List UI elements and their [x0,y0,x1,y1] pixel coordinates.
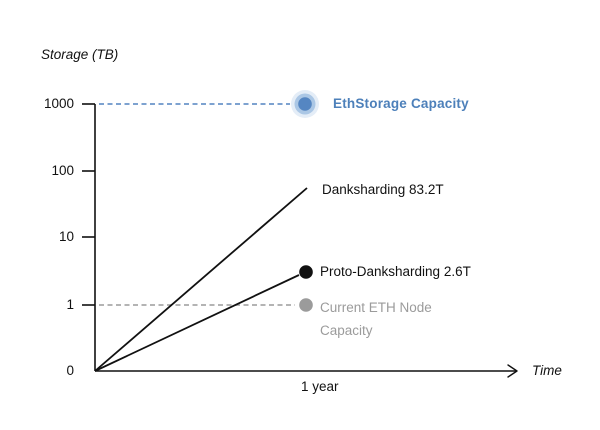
ethstorage-glow-dot [291,90,319,118]
current-eth-label: Current ETH Node Capacity [320,296,450,342]
proto-danksharding-label: Proto-Danksharding 2.6T [320,264,471,279]
current-eth-dot [299,298,313,312]
danksharding-label: Danksharding 83.2T [322,182,444,197]
y-tick-1: 1 [66,297,74,312]
proto-danksharding-dot [299,265,313,279]
y-tick-1000: 1000 [43,96,74,111]
current-eth-label-line1: Current ETH Node [320,300,432,315]
danksharding-line [94,187,308,372]
y-tick-0: 0 [66,363,74,378]
y-tick-10: 10 [58,229,74,244]
ethstorage-label: EthStorage Capacity [333,96,469,111]
x-axis-title: Time [532,363,562,378]
proto-danksharding-line [94,274,300,372]
glow-core [298,97,312,111]
current-eth-label-line2: Capacity [320,323,373,338]
x-tick-1year: 1 year [301,379,339,394]
y-axis-title: Storage (TB) [41,47,119,62]
x-axis-arrowhead-icon [507,364,518,378]
y-tick-100: 100 [51,163,74,178]
